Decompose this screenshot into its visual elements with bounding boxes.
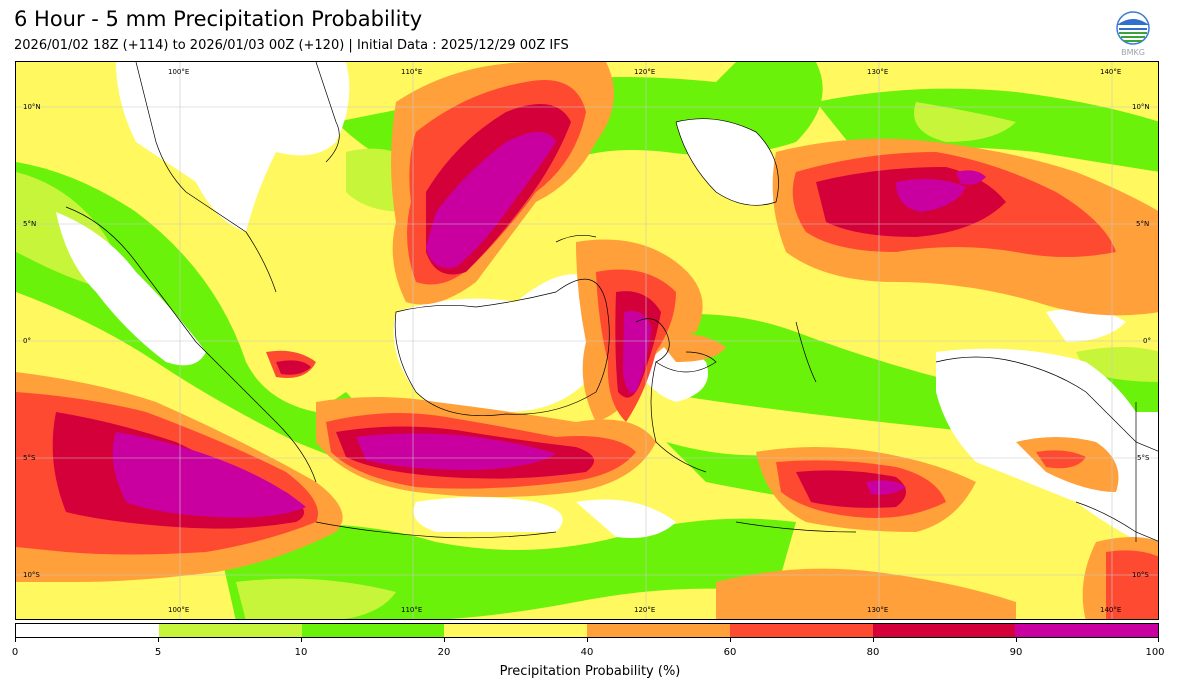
lon-label-top-3: 120°E — [634, 68, 656, 76]
precipitation-map[interactable]: 100°E 110°E 120°E 130°E 140°E 100°E 110°… — [15, 61, 1159, 620]
colorbar-tick-40: 40 — [580, 647, 594, 658]
colorbar-tick-5: 5 — [154, 647, 162, 658]
lat-label-left-2: 5°N — [23, 220, 37, 228]
colorbar-tick-60: 60 — [723, 647, 737, 658]
lon-label-bottom-1: 100°E — [168, 606, 190, 614]
colorbar-tickmark — [1158, 638, 1159, 642]
lat-label-left-4: 5°S — [23, 454, 36, 462]
colorbar-segment-20-40 — [444, 624, 587, 637]
chart-subtitle: 2026/01/02 18Z (+114) to 2026/01/03 00Z … — [14, 38, 569, 53]
colorbar-tick-10: 10 — [294, 647, 308, 658]
colorbar — [15, 623, 1159, 638]
lat-label-right-1: 10°N — [1132, 103, 1150, 111]
lat-label-left-5: 10°S — [23, 571, 40, 579]
lat-label-right-2: 5°N — [1136, 220, 1150, 228]
colorbar-tickmark — [444, 638, 445, 642]
colorbar-segment-80-90 — [872, 624, 1016, 637]
lon-label-bottom-4: 130°E — [867, 606, 889, 614]
lat-label-right-3: 0° — [1143, 337, 1151, 345]
colorbar-segment-10-20 — [301, 624, 445, 637]
colorbar-tickmark — [587, 638, 588, 642]
colorbar-segment-60-80 — [729, 624, 873, 637]
colorbar-tick-90: 90 — [1009, 647, 1023, 658]
colorbar-tickmark — [15, 638, 16, 642]
colorbar-tick-100: 100 — [1145, 647, 1165, 658]
lat-label-left-1: 10°N — [23, 103, 41, 111]
lon-label-bottom-2: 110°E — [401, 606, 423, 614]
lat-label-right-5: 10°S — [1132, 571, 1149, 579]
colorbar-tick-20: 20 — [437, 647, 451, 658]
colorbar-tickmark — [730, 638, 731, 642]
colorbar-segment-90-100 — [1015, 624, 1158, 637]
lat-label-left-3: 0° — [23, 337, 31, 345]
colorbar-tickmark — [873, 638, 874, 642]
svg-text:BMKG: BMKG — [1121, 48, 1145, 57]
lon-label-top-4: 130°E — [867, 68, 889, 76]
colorbar-label: Precipitation Probability (%) — [499, 664, 681, 679]
lon-label-top-2: 110°E — [401, 68, 423, 76]
colorbar-segment-5-10 — [158, 624, 302, 637]
chart-title: 6 Hour - 5 mm Precipitation Probability — [14, 7, 423, 31]
colorbar-tickmark — [158, 638, 159, 642]
lon-label-bottom-5: 140°E — [1100, 606, 1122, 614]
lon-label-bottom-3: 120°E — [634, 606, 656, 614]
map-field — [16, 62, 1158, 619]
colorbar-tickmark — [301, 638, 302, 642]
bmkg-logo-icon: BMKG — [1116, 11, 1150, 57]
lon-label-top-5: 140°E — [1100, 68, 1122, 76]
colorbar-tickmark — [1016, 638, 1017, 642]
lon-label-top-1: 100°E — [168, 68, 190, 76]
colorbar-tick-80: 80 — [866, 647, 880, 658]
lat-label-right-4: 5°S — [1137, 454, 1150, 462]
colorbar-tick-0: 0 — [11, 647, 19, 658]
colorbar-segment-40-60 — [587, 624, 730, 637]
colorbar-segment-0-5 — [16, 624, 159, 637]
